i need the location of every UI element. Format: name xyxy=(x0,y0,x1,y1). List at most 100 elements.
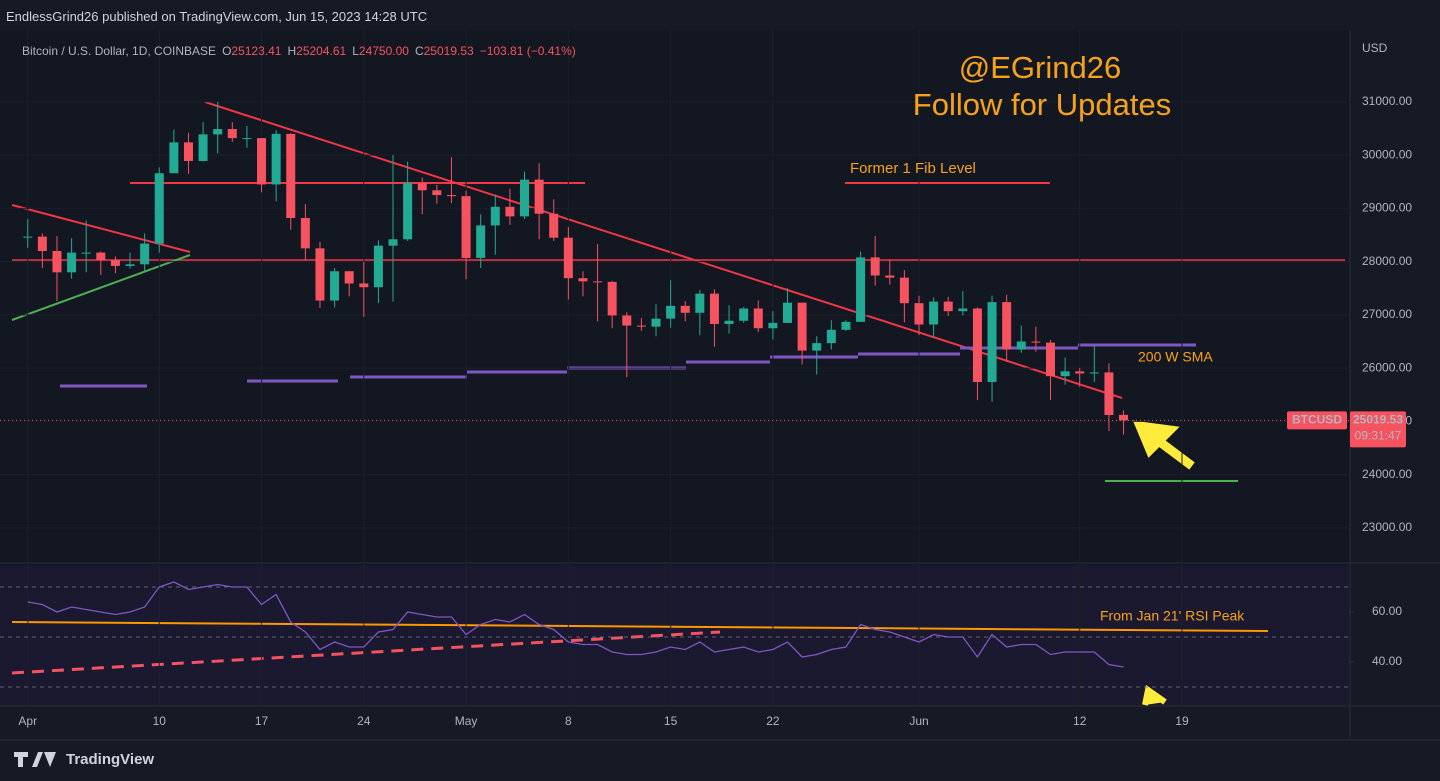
candle-body xyxy=(812,343,822,351)
candle-body xyxy=(505,206,515,217)
legend-key: H xyxy=(287,44,297,58)
candle-body xyxy=(666,305,676,319)
candle-body xyxy=(461,196,471,258)
candle-body xyxy=(636,325,646,327)
annotation: 200 W SMA xyxy=(1138,349,1213,365)
arrow xyxy=(1142,684,1167,706)
candle-body xyxy=(67,252,77,273)
candle-body xyxy=(534,179,544,214)
candle-body xyxy=(140,243,150,265)
candle-body xyxy=(37,236,47,252)
legend-value: 25204.61 xyxy=(296,44,347,58)
brand-logo xyxy=(14,752,56,767)
candle-body xyxy=(593,281,603,283)
legend-key: O xyxy=(222,44,232,58)
arrow xyxy=(1132,420,1195,470)
candle-body xyxy=(110,260,120,266)
price-badge-label: 25019.53 xyxy=(1353,413,1403,427)
change: −103.81 (−0.41%) xyxy=(479,44,576,58)
y-tick-label: 29000.00 xyxy=(1362,201,1412,215)
annotation: Former 1 Fib Level xyxy=(850,160,976,177)
candle-body xyxy=(52,251,62,273)
candle-body xyxy=(958,308,968,312)
candle-body xyxy=(622,315,632,326)
candle-body xyxy=(169,142,179,174)
candle-body xyxy=(563,237,573,279)
rsi-tick-label: 40.00 xyxy=(1372,654,1402,668)
candle-body xyxy=(914,303,924,325)
candle-body xyxy=(783,302,792,323)
candle-body xyxy=(885,275,895,278)
candle-body xyxy=(768,322,778,329)
candle-body xyxy=(1075,371,1085,374)
y-tick-label: 31000.00 xyxy=(1362,94,1412,108)
candle-body xyxy=(1016,341,1026,350)
x-tick-label: Apr xyxy=(18,714,37,728)
legend-key: L xyxy=(352,44,359,58)
candle-body xyxy=(242,138,252,140)
annotation: From Jan 21' RSI Peak xyxy=(1100,608,1245,624)
handle: @EGrind26 xyxy=(959,50,1121,85)
symbol: Bitcoin / U.S. Dollar, 1D, COINBASE xyxy=(22,44,217,58)
y-tick-label: 24000.00 xyxy=(1362,467,1412,481)
candle-body xyxy=(753,308,763,329)
grid xyxy=(0,30,1354,705)
x-tick-label: 19 xyxy=(1175,714,1189,728)
candle-body xyxy=(1002,302,1012,350)
countdown: 09:31:47 xyxy=(1355,429,1402,443)
x-tick-label: 24 xyxy=(357,714,371,728)
candle-body xyxy=(1089,372,1099,374)
y-tick-label: 28000.00 xyxy=(1362,254,1412,268)
candle-body xyxy=(709,293,719,324)
legend-key: C xyxy=(414,44,424,58)
legend-value: 25123.41 xyxy=(231,44,282,58)
candle-body xyxy=(797,302,807,351)
symbol-badge xyxy=(1287,411,1347,430)
x-tick-label: 17 xyxy=(255,714,269,728)
x-tick-label: 8 xyxy=(565,714,572,728)
candle-body xyxy=(183,142,193,162)
candle-body xyxy=(826,329,836,344)
y-tick-label: 26000.00 xyxy=(1362,360,1412,374)
axis-label: USD xyxy=(1362,41,1388,55)
x-tick-label: 15 xyxy=(664,714,678,728)
candle-body xyxy=(388,239,398,246)
y-tick-label: 30000.00 xyxy=(1362,147,1412,161)
candle-body xyxy=(257,138,267,185)
candle-body xyxy=(695,293,705,313)
brand: TradingView xyxy=(66,751,154,768)
candle-body xyxy=(23,236,33,238)
candle-body xyxy=(1060,371,1070,377)
candle-body xyxy=(198,134,208,162)
candle-body xyxy=(1045,342,1055,377)
candle-body xyxy=(972,308,982,383)
legend-value: 25019.53 xyxy=(423,44,474,58)
candle-body xyxy=(344,271,354,284)
y-tick-label: 23000.00 xyxy=(1362,520,1412,534)
candle-body xyxy=(286,133,296,218)
candle-body xyxy=(607,281,617,316)
candle-body xyxy=(1031,341,1041,343)
publisher: EndlessGrind26 published on TradingView.… xyxy=(6,9,428,24)
candle-body xyxy=(739,308,749,321)
candle-body xyxy=(870,257,880,276)
trend-line xyxy=(11,254,191,321)
candle-body xyxy=(899,277,909,304)
candle-body xyxy=(432,190,442,196)
callout: Follow for Updates xyxy=(913,87,1171,122)
x-tick-label: 10 xyxy=(153,714,167,728)
rsi-tick-label: 60.00 xyxy=(1372,604,1402,618)
price-badge xyxy=(1350,411,1406,448)
x-tick-label: May xyxy=(455,714,478,728)
candle-body xyxy=(154,173,164,244)
candle-body xyxy=(446,195,456,197)
candle-body xyxy=(841,321,851,330)
candle-body xyxy=(315,248,325,301)
candle-body xyxy=(271,133,281,185)
symbol-legend: Bitcoin / U.S. Dollar, 1D, COINBASE O251… xyxy=(22,44,576,58)
candle-body xyxy=(929,301,939,325)
symbol-badge-label: BTCUSD xyxy=(1292,413,1342,427)
candle-body xyxy=(490,206,500,226)
legend-value: 24750.00 xyxy=(358,44,409,58)
